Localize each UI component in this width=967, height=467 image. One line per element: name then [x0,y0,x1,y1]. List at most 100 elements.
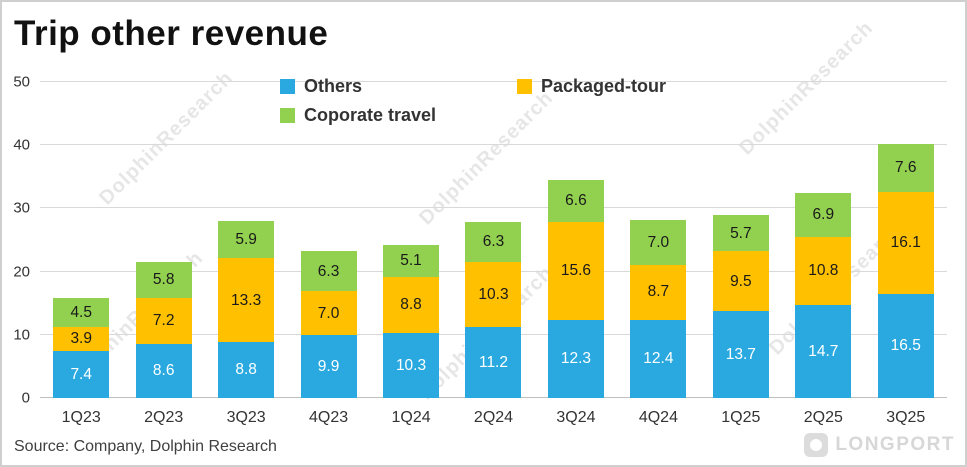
gridline [40,144,947,146]
y-tick-label: 30 [13,199,30,217]
bar-value-label: 8.8 [400,296,422,314]
bar-group: 10.3 8.8 5.1 1Q24 [370,82,452,426]
bar-segment-corporate-travel: 6.3 [300,251,357,292]
y-tick-label: 40 [13,136,30,154]
gridline [40,207,947,209]
bar-value-label: 7.4 [70,365,92,383]
bar-value-label: 10.8 [808,262,839,280]
y-tick-label: 20 [13,263,30,281]
chart-title: Trip other revenue [14,14,329,53]
bar-segment-others: 9.9 [300,335,357,398]
bar-stack: 14.7 10.8 6.9 [795,82,852,398]
bar-value-label: 14.7 [808,342,839,360]
bar-value-label: 8.6 [152,362,175,380]
bar-segment-corporate-travel: 7.6 [877,143,934,192]
gridline [40,81,947,82]
bar-segment-packaged-tour: 7.0 [300,291,357,336]
x-axis-label: 3Q24 [556,409,596,426]
bar-group: 13.7 9.5 5.7 1Q25 [700,82,782,426]
source-note: Source: Company, Dolphin Research [14,438,277,455]
legend-swatch-others [280,79,295,94]
bar-value-label: 8.7 [647,283,670,301]
bar-segment-packaged-tour: 8.8 [383,277,440,333]
x-axis-label: 2Q24 [473,409,514,426]
bar-value-label: 6.3 [317,262,340,280]
bar-value-label: 12.4 [643,350,674,368]
bar-segment-corporate-travel: 6.9 [795,193,852,237]
bar-value-label: 5.1 [400,252,422,270]
bar-segment-corporate-travel: 7.0 [630,220,687,265]
bar-segment-packaged-tour: 13.3 [218,258,275,343]
bar-segment-others: 7.4 [53,351,110,398]
bar-segment-packaged-tour: 16.1 [877,191,934,294]
bar-group: 9.9 7.0 6.3 4Q23 [287,82,369,426]
bar-segment-corporate-travel: 5.8 [135,261,192,299]
bar-segment-others: 12.4 [630,319,687,398]
bar-value-label: 5.7 [730,224,752,242]
bar-segment-others: 8.8 [218,342,275,398]
legend-item-packaged-tour: Packaged-tour [517,76,666,97]
bar-stack: 8.6 7.2 5.8 [135,82,192,398]
bar-segment-corporate-travel: 4.5 [53,298,110,327]
bar-value-label: 13.3 [231,291,262,309]
bar-segment-packaged-tour: 9.5 [712,251,769,312]
bar-group: 12.4 8.7 7.0 4Q24 [617,82,699,426]
bar-segment-corporate-travel: 5.9 [218,221,275,259]
bar-stack: 8.8 13.3 5.9 [218,82,275,398]
bar-stack: 12.3 15.6 6.6 [547,82,604,398]
y-tick-label: 10 [13,326,30,344]
longport-logo-text: LONGPORT [835,434,955,455]
x-axis-label: 2Q23 [144,409,184,426]
bar-value-label: 9.9 [317,357,340,375]
bar-value-label: 12.3 [560,350,592,368]
x-axis-label: 4Q24 [638,409,678,426]
bar-segment-others: 16.5 [877,293,934,398]
bar-value-label: 7.0 [317,304,340,322]
bar-segment-others: 14.7 [795,305,852,398]
y-tick-label: 50 [13,73,30,91]
bar-segment-others: 12.3 [547,320,604,398]
y-axis: 0 10 20 30 40 50 [4,74,34,407]
bar-value-label: 16.5 [890,337,921,355]
bar-value-label: 6.3 [482,233,505,251]
bar-segment-corporate-travel: 6.3 [465,222,522,263]
bar-stack: 9.9 7.0 6.3 [300,82,357,398]
bar-segment-packaged-tour: 15.6 [547,221,604,321]
bar-value-label: 16.1 [890,234,921,252]
plot-area: 0 10 20 30 40 50 7.4 3.9 4.5 1Q23 8.6 7.2 5.8 2Q23 8.… [13,74,947,426]
bar-segment-packaged-tour: 8.7 [630,264,687,320]
x-axis-label: 1Q23 [61,409,101,426]
legend-swatch-corporate-travel [280,108,295,123]
bar-segment-corporate-travel: 5.1 [383,245,440,278]
bar-group: 8.8 13.3 5.9 3Q23 [205,82,287,426]
bar-segment-corporate-travel: 6.6 [547,179,604,222]
bar-value-label: 5.8 [152,271,175,289]
x-axis-label: 1Q24 [391,409,431,426]
bar-group: 8.6 7.2 5.8 2Q23 [122,82,204,426]
legend: Others Packaged-tour Coporate travel [280,76,666,126]
longport-logo-icon [804,433,829,457]
bar-group: 16.5 16.1 7.6 3Q25 [865,82,947,426]
bar-stack: 12.4 8.7 7.0 [630,82,687,398]
bar-segment-packaged-tour: 10.3 [465,262,522,328]
x-axis-label: 3Q23 [226,409,266,426]
legend-label-packaged-tour: Packaged-tour [541,76,667,96]
bar-group: 14.7 10.8 6.9 2Q25 [782,82,864,426]
legend-label-others: Others [304,76,363,96]
longport-logo: LONGPORT [804,433,955,457]
plot-bars: 7.4 3.9 4.5 1Q23 8.6 7.2 5.8 2Q23 8.8 13.3 5.9 3Q23… [40,82,947,426]
legend-item-others: Others [280,76,517,97]
bar-stack: 16.5 16.1 7.6 [877,82,934,398]
bar-segment-packaged-tour: 7.2 [135,298,192,344]
bar-stack: 10.3 8.8 5.1 [383,82,440,398]
bar-group: 7.4 3.9 4.5 1Q23 [40,82,122,426]
legend-swatch-packaged-tour [517,79,532,94]
x-axis-label: 1Q25 [721,409,761,426]
bar-value-label: 11.2 [478,353,508,371]
bar-segment-others: 8.6 [135,343,192,398]
bar-group: 11.2 10.3 6.3 2Q24 [452,82,534,426]
legend-item-corporate-travel: Coporate travel [280,105,517,126]
x-axis-label: 4Q23 [309,409,349,426]
bar-segment-others: 13.7 [712,311,769,398]
